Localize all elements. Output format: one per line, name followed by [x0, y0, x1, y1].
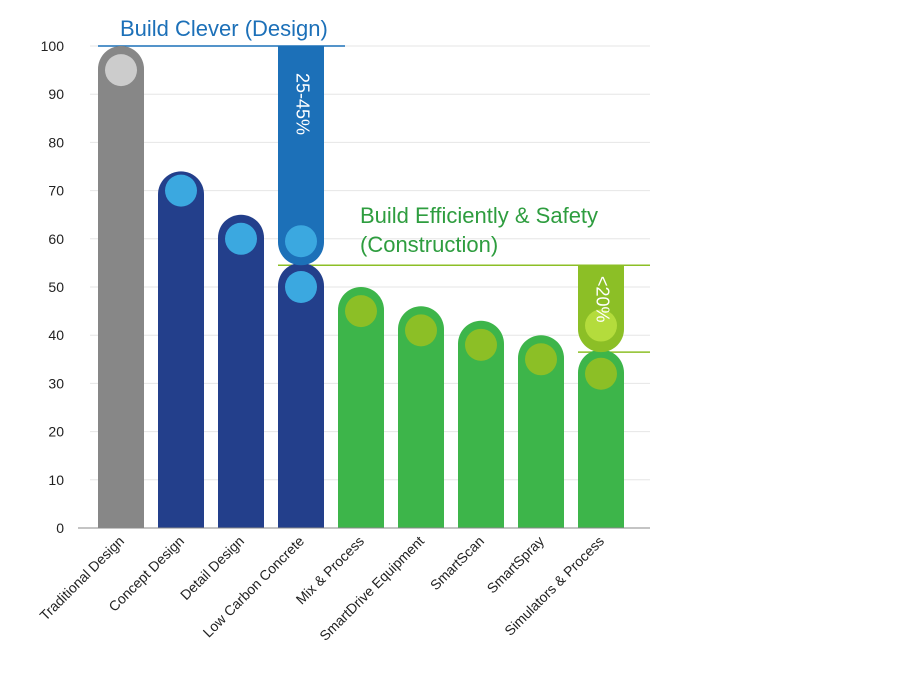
bar-marker — [285, 271, 317, 303]
y-tick-label: 80 — [48, 134, 64, 150]
y-tick-label: 20 — [48, 424, 64, 440]
bar-marker — [165, 174, 197, 207]
x-tick-label: SmartDrive Equipment — [316, 533, 427, 644]
y-tick-label: 70 — [48, 183, 64, 199]
construction-range-capsule-marker — [585, 309, 617, 342]
y-tick-label: 40 — [48, 327, 64, 343]
bar-mix-process — [338, 287, 384, 528]
construction-title-line2: (Construction) — [360, 232, 498, 257]
bar-detail-design — [218, 214, 264, 528]
bar-marker — [525, 343, 557, 376]
construction-annotation: Build Efficiently & Safety (Construction… — [278, 203, 650, 353]
y-tick-label: 60 — [48, 231, 64, 247]
design-range-capsule-marker — [285, 225, 317, 258]
bar-marker — [225, 222, 257, 255]
bar-marker — [105, 54, 137, 87]
x-tick-label: Low Carbon Concrete — [200, 533, 308, 641]
bar-low-carbon-concrete — [278, 262, 324, 528]
bar-marker — [405, 314, 437, 347]
design-range-label: 25-45% — [292, 73, 312, 135]
bar-smartscan — [458, 320, 504, 528]
design-range-capsule — [278, 46, 324, 266]
y-tick-label: 50 — [48, 279, 64, 295]
bar-simulators-process — [578, 349, 624, 528]
bar-smartdrive-equipment — [398, 306, 444, 528]
y-tick-label: 90 — [48, 86, 64, 102]
x-tick-label: SmartSpray — [484, 533, 548, 597]
construction-range-label: <20% — [592, 276, 612, 323]
y-axis-ticks: 0 10 20 30 40 50 60 70 80 90 100 — [41, 38, 65, 536]
bar-traditional-design — [98, 46, 144, 528]
bar-concept-design — [158, 171, 204, 529]
x-tick-label: Simulators & Process — [501, 533, 607, 639]
design-title: Build Clever (Design) — [120, 16, 328, 41]
bars — [98, 46, 624, 529]
design-annotation: Build Clever (Design) — [98, 16, 345, 47]
bar-marker — [465, 328, 497, 361]
construction-title-line1: Build Efficiently & Safety — [360, 203, 598, 228]
y-tick-label: 0 — [56, 520, 64, 536]
y-tick-label: 100 — [41, 38, 65, 54]
bar-marker — [345, 295, 377, 328]
range-indicators: 25-45% <20% — [278, 46, 624, 353]
bar-marker — [585, 357, 617, 390]
x-tick-label: SmartScan — [427, 533, 487, 593]
y-tick-label: 30 — [48, 375, 64, 391]
y-tick-label: 10 — [48, 472, 64, 488]
bar-smartspray — [518, 335, 564, 528]
